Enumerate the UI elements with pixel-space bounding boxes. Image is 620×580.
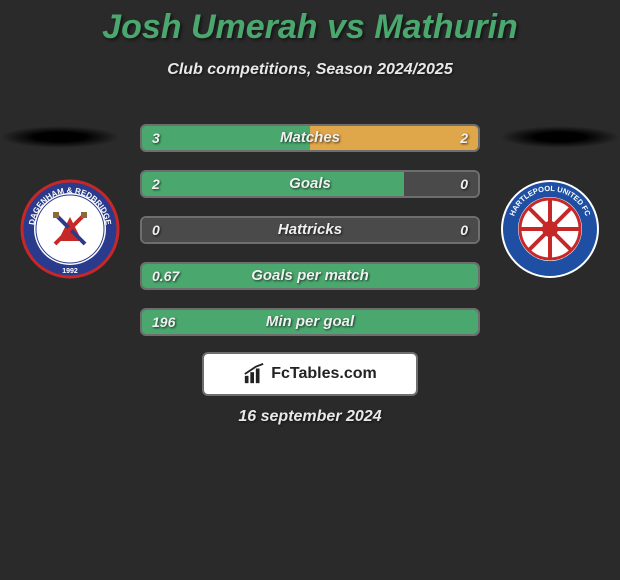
bar-mid-fill xyxy=(142,218,478,242)
stat-row: 00Hattricks xyxy=(140,216,480,244)
bar-left-fill xyxy=(142,264,478,288)
bar-right-fill xyxy=(310,126,478,150)
brand-text: FcTables.com xyxy=(271,365,377,383)
stat-row: 196Min per goal xyxy=(140,308,480,336)
stat-row: 0.67Goals per match xyxy=(140,262,480,290)
bar-mid-fill xyxy=(404,172,478,196)
bar-left-fill xyxy=(142,172,404,196)
team-badge-right: HARTLEPOOL UNITED FC xyxy=(500,179,600,263)
bar-left-fill xyxy=(142,126,310,150)
stat-row: 20Goals xyxy=(140,170,480,198)
dagenham-badge-icon: DAGENHAM & REDBRIDGE 1992 xyxy=(20,179,120,279)
stat-row: 32Matches xyxy=(140,124,480,152)
date-text: 16 september 2024 xyxy=(0,408,620,426)
team-badge-left: DAGENHAM & REDBRIDGE 1992 xyxy=(20,179,120,263)
stats-container: 32Matches 20Goals 00Hattricks 0.67Goals per… xyxy=(140,124,480,354)
bar-left-fill xyxy=(142,310,478,334)
svg-text:1992: 1992 xyxy=(62,268,78,275)
shadow-right xyxy=(500,126,620,148)
chart-icon xyxy=(243,363,265,385)
page-subtitle: Club competitions, Season 2024/2025 xyxy=(0,61,620,79)
brand-box[interactable]: FcTables.com xyxy=(202,352,418,396)
shadow-left xyxy=(0,126,120,148)
hartlepool-badge-icon: HARTLEPOOL UNITED FC xyxy=(500,179,600,279)
page-title: Josh Umerah vs Mathurin xyxy=(0,0,620,47)
